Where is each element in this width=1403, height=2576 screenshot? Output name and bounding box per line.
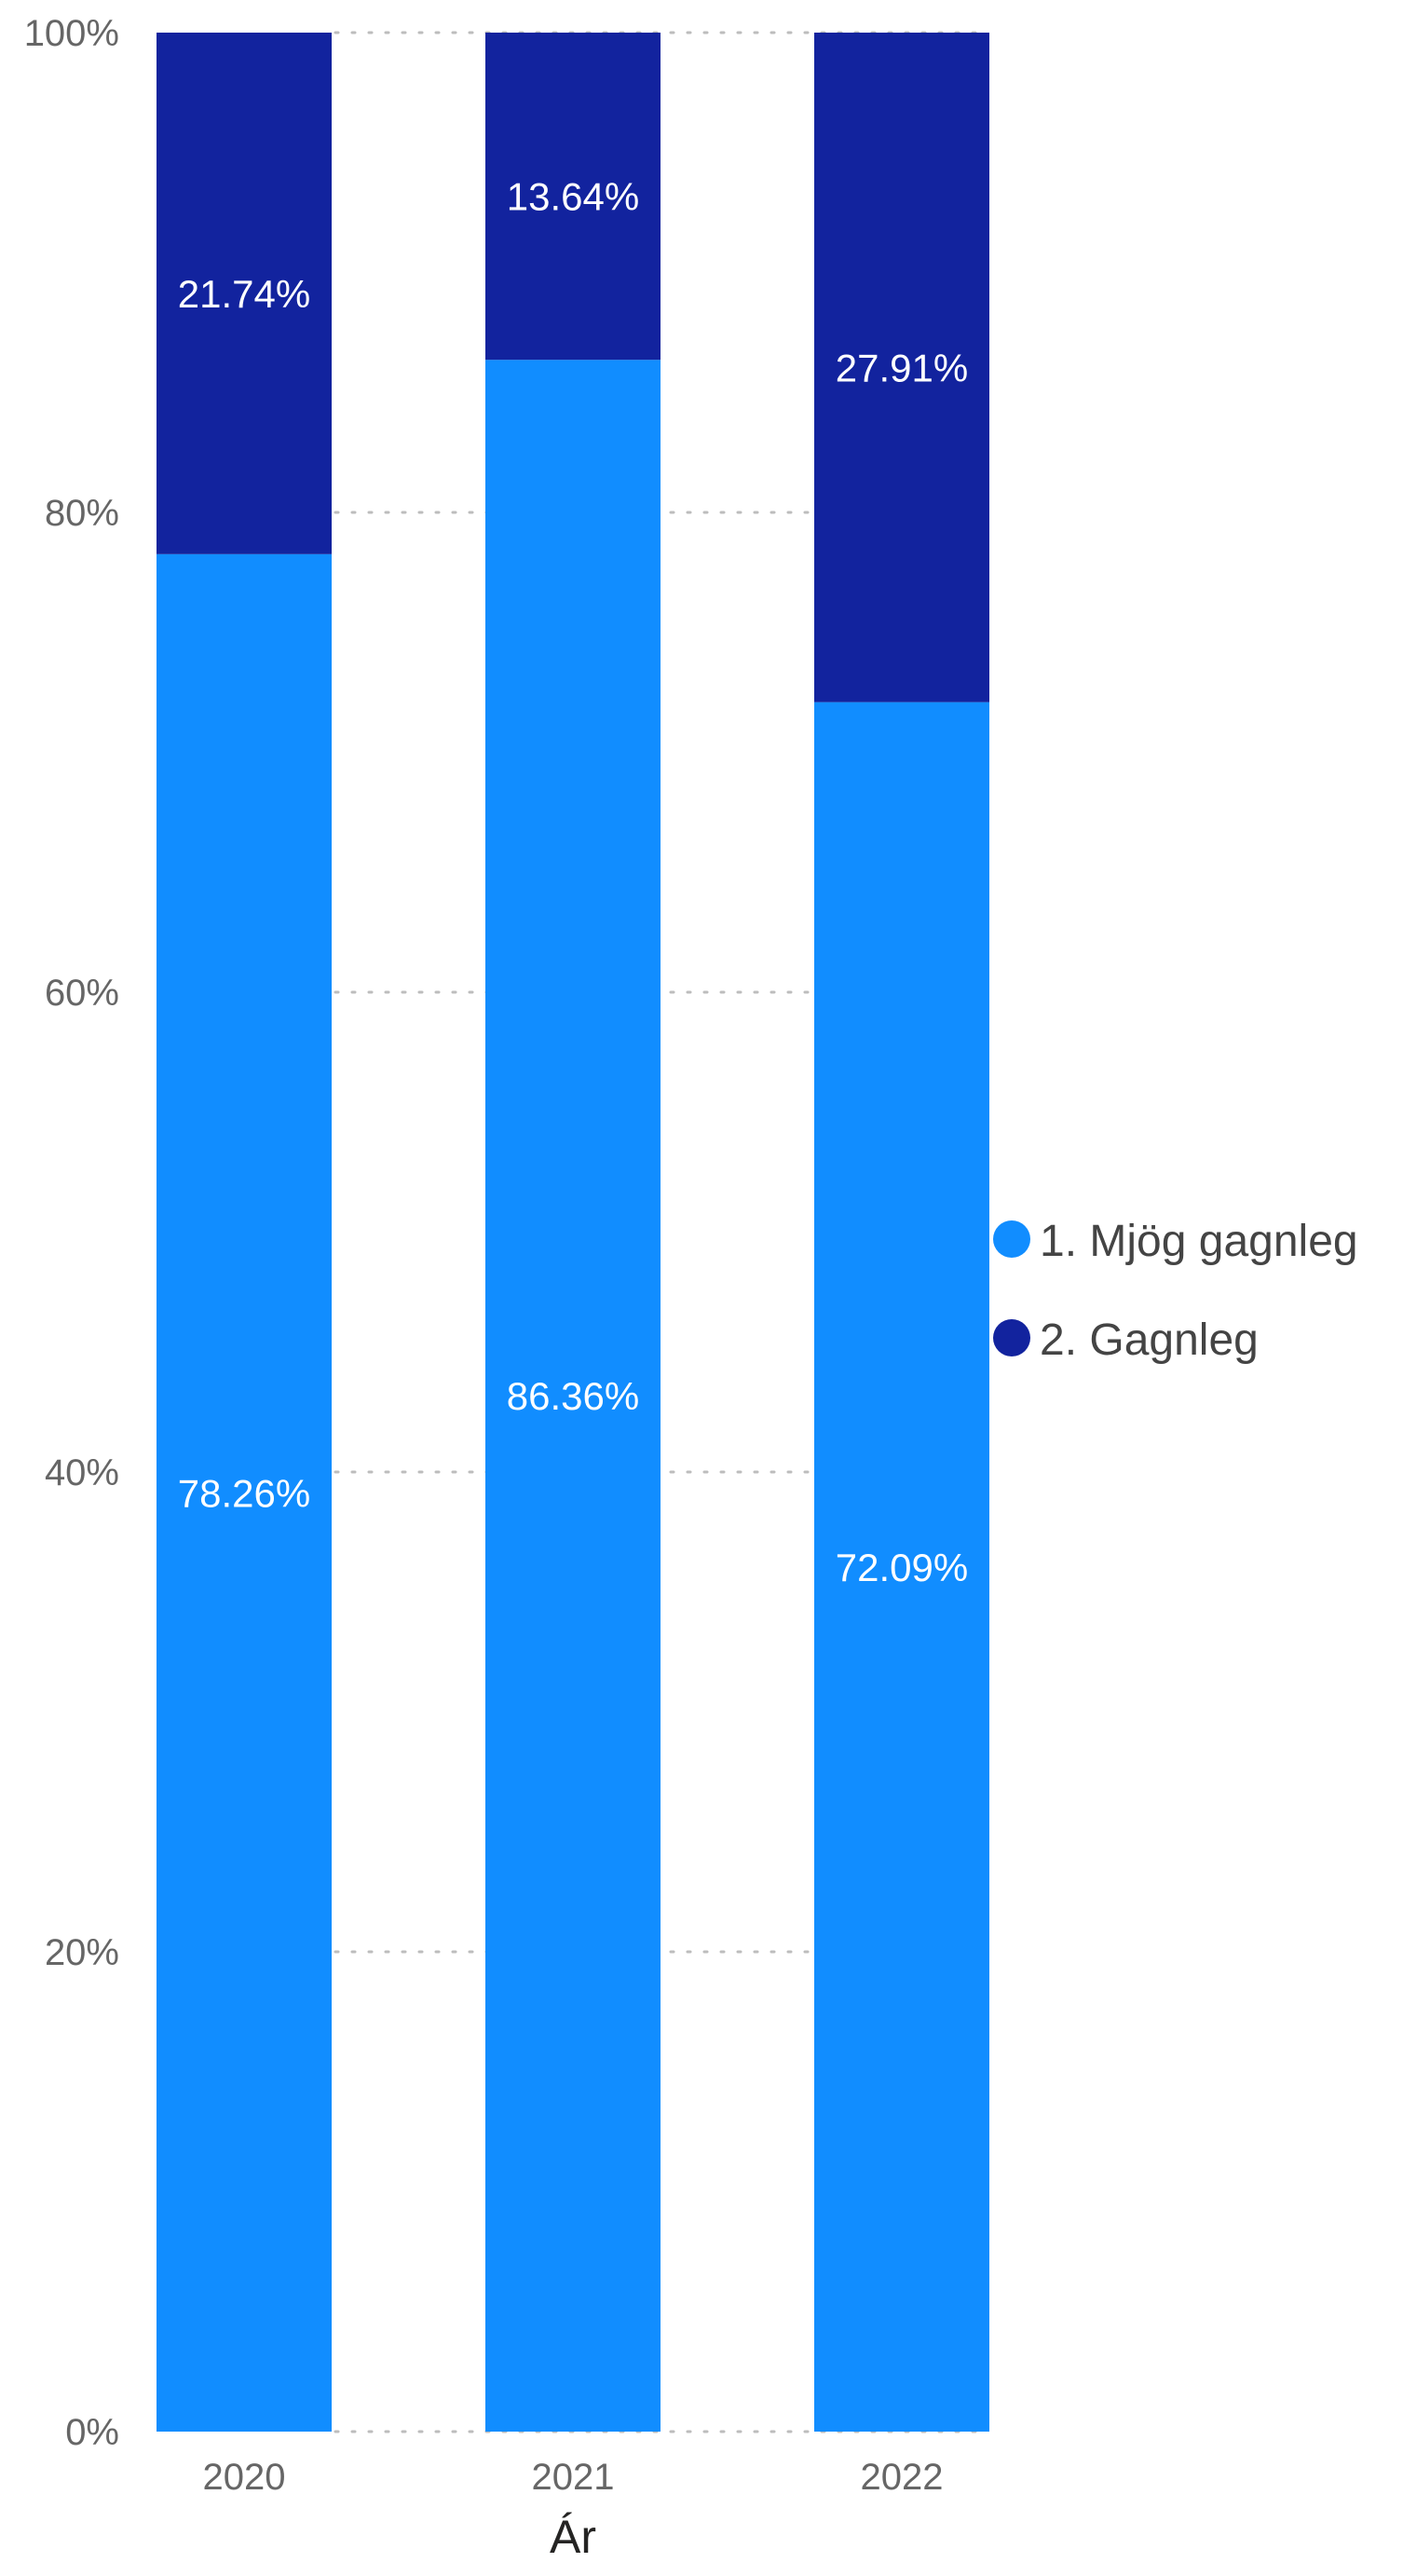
x-axis-ticks: 2020 2021 2022 — [203, 2457, 944, 2498]
data-label: 21.74% — [178, 272, 310, 316]
bar-2020-series-2 — [157, 33, 332, 554]
data-label: 27.91% — [836, 346, 968, 389]
bar-2021-series-2 — [485, 33, 661, 361]
legend-label: 2. Gagnleg — [1040, 1315, 1259, 1365]
data-label: 86.36% — [507, 1374, 639, 1418]
legend: 1. Mjög gagnleg 2. Gagnleg — [993, 1217, 1358, 1365]
x-tick-label: 2022 — [861, 2457, 944, 2498]
data-label: 13.64% — [507, 175, 639, 219]
x-tick-label: 2021 — [532, 2457, 615, 2498]
bar-2020-series-1 — [157, 553, 332, 2433]
y-tick-label: 0% — [65, 2412, 119, 2453]
y-tick-label: 100% — [24, 13, 119, 54]
bar-2022-series-2 — [814, 33, 989, 702]
bar-2021-series-1 — [485, 360, 661, 2433]
data-label: 78.26% — [178, 1471, 310, 1515]
y-tick-label: 40% — [45, 1452, 119, 1493]
x-tick-label: 2020 — [203, 2457, 286, 2498]
y-tick-label: 60% — [45, 973, 119, 1014]
bar-2022-series-1 — [814, 702, 989, 2432]
legend-marker — [993, 1319, 1030, 1356]
bars: 78.26% 21.74% 86.36% 13.64% 72.09% 27.91% — [157, 33, 989, 2433]
legend-label: 1. Mjög gagnleg — [1040, 1217, 1358, 1266]
y-axis-ticks: 0% 20% 40% 60% 80% 100% — [24, 13, 119, 2453]
x-axis-title: Ár — [550, 2511, 596, 2563]
legend-marker — [993, 1220, 1030, 1258]
data-label: 72.09% — [836, 1546, 968, 1589]
y-tick-label: 80% — [45, 493, 119, 534]
y-tick-label: 20% — [45, 1932, 119, 1973]
